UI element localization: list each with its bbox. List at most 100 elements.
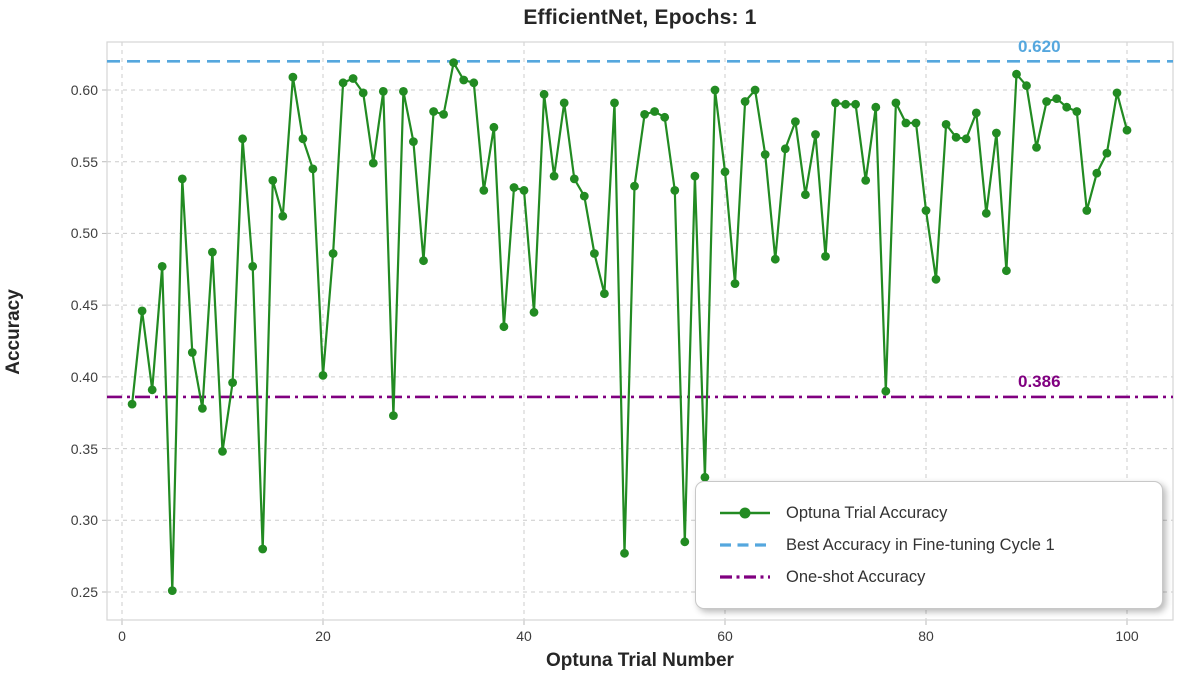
trial-accuracy-marker xyxy=(1032,143,1041,152)
trial-accuracy-marker xyxy=(1042,97,1051,106)
trial-accuracy-marker xyxy=(921,206,931,215)
trial-accuracy-marker xyxy=(901,118,911,128)
trial-accuracy-marker xyxy=(449,58,458,68)
legend: Optuna Trial Accuracy Best Accuracy in F… xyxy=(695,481,1163,609)
trial-accuracy-marker xyxy=(238,134,248,144)
trial-accuracy-marker xyxy=(348,74,358,83)
trial-accuracy-marker xyxy=(499,322,509,332)
legend-label: One-shot Accuracy xyxy=(786,567,926,586)
trial-accuracy-marker xyxy=(127,399,137,409)
trial-accuracy-marker xyxy=(821,252,830,261)
trial-accuracy-marker xyxy=(338,78,348,88)
trial-accuracy-marker xyxy=(177,174,187,184)
trial-accuracy-marker xyxy=(439,110,448,119)
trial-accuracy-marker xyxy=(650,107,659,116)
trial-accuracy-marker xyxy=(157,262,167,271)
trial-accuracy-marker xyxy=(700,472,710,482)
trial-accuracy-marker xyxy=(358,88,368,98)
y-tick-label: 0.45 xyxy=(70,297,98,314)
trial-accuracy-marker xyxy=(167,586,177,595)
trial-accuracy-marker xyxy=(509,183,519,192)
trial-accuracy-marker xyxy=(740,97,750,106)
trial-accuracy-marker xyxy=(600,289,609,299)
trial-accuracy-marker xyxy=(1012,69,1021,79)
trial-accuracy-marker xyxy=(389,411,398,420)
x-tick-label: 60 xyxy=(717,628,733,644)
x-tick-label: 40 xyxy=(516,628,532,644)
trial-accuracy-marker xyxy=(670,186,680,195)
trial-accuracy-marker xyxy=(1062,102,1072,112)
trial-accuracy-marker xyxy=(710,85,720,95)
trial-accuracy-marker xyxy=(981,208,991,218)
trial-accuracy-marker xyxy=(881,386,891,396)
y-tick-label: 0.60 xyxy=(70,82,98,98)
trial-accuracy-marker xyxy=(228,378,238,387)
trial-accuracy-line xyxy=(131,59,1129,591)
trial-accuracy-marker xyxy=(378,87,388,96)
trial-accuracy-marker xyxy=(278,211,288,221)
trial-accuracy-marker xyxy=(831,98,840,108)
x-tick-label: 0 xyxy=(118,628,126,644)
y-tick-label: 0.40 xyxy=(70,368,98,385)
y-tick-label: 0.55 xyxy=(70,153,98,170)
trial-accuracy-marker xyxy=(861,176,871,185)
y-tick-label: 0.25 xyxy=(70,584,98,600)
trial-accuracy-marker xyxy=(258,544,268,554)
trial-accuracy-marker xyxy=(559,98,569,108)
trial-accuracy-marker xyxy=(409,137,418,147)
trial-accuracy-marker xyxy=(730,279,740,288)
x-tick-label: 20 xyxy=(315,628,331,644)
x-tick-label: 80 xyxy=(918,628,934,644)
trial-accuracy-marker xyxy=(1072,107,1082,116)
trial-accuracy-marker xyxy=(770,254,780,264)
trial-accuracy-marker xyxy=(610,98,619,108)
trial-accuracy-marker xyxy=(1082,206,1092,215)
trial-accuracy-marker xyxy=(680,537,690,547)
x-axis-label: Optuna Trial Number xyxy=(546,650,734,671)
trial-accuracy-marker xyxy=(248,262,258,271)
legend-label: Best Accuracy in Fine-tuning Cycle 1 xyxy=(786,535,1055,554)
y-tick-label: 0.50 xyxy=(70,225,98,242)
trial-accuracy-marker xyxy=(469,78,479,88)
trial-accuracy-marker xyxy=(620,548,629,558)
trial-accuracy-marker xyxy=(308,164,318,174)
dash-dot-line-icon xyxy=(720,575,770,579)
trial-accuracy-marker xyxy=(660,112,670,122)
trial-accuracy-marker xyxy=(791,117,800,126)
trial-accuracy-marker xyxy=(841,99,850,109)
trial-accuracy-marker xyxy=(529,307,539,317)
trial-accuracy-marker xyxy=(911,118,921,128)
trial-accuracy-marker xyxy=(961,134,971,144)
trial-accuracy-marker xyxy=(569,174,579,184)
trial-accuracy-marker xyxy=(328,249,338,258)
trial-accuracy-marker xyxy=(590,249,599,258)
trial-accuracy-marker xyxy=(931,274,941,284)
legend-label: Optuna Trial Accuracy xyxy=(786,503,948,522)
best-accuracy-annotation: 0.620 xyxy=(1018,37,1061,57)
one-shot-accuracy-annotation: 0.386 xyxy=(1018,371,1061,391)
trial-accuracy-marker xyxy=(268,176,278,185)
trial-accuracy-marker xyxy=(690,171,700,181)
trial-accuracy-marker xyxy=(1052,94,1062,103)
trial-accuracy-marker xyxy=(971,108,981,118)
trial-accuracy-marker xyxy=(640,110,649,119)
y-tick-label: 0.35 xyxy=(70,440,98,457)
legend-item-one-shot: One-shot Accuracy xyxy=(696,561,1162,593)
trial-accuracy-marker xyxy=(399,87,408,96)
trial-accuracy-marker xyxy=(630,181,639,191)
trial-accuracy-marker xyxy=(479,186,489,195)
trial-accuracy-marker xyxy=(459,75,469,85)
trial-accuracy-marker xyxy=(992,128,1001,138)
trial-accuracy-marker xyxy=(218,447,227,456)
trial-accuracy-marker xyxy=(1112,88,1122,98)
solid-line-marker-icon xyxy=(720,507,770,519)
trial-accuracy-marker xyxy=(891,98,901,108)
trial-accuracy-marker xyxy=(419,256,428,266)
trial-accuracy-marker xyxy=(489,122,499,132)
trial-accuracy-marker xyxy=(137,306,147,316)
trial-accuracy-marker xyxy=(549,171,559,181)
trial-accuracy-marker xyxy=(871,102,881,112)
trial-accuracy-marker xyxy=(198,404,207,413)
trial-accuracy-marker xyxy=(811,130,820,139)
